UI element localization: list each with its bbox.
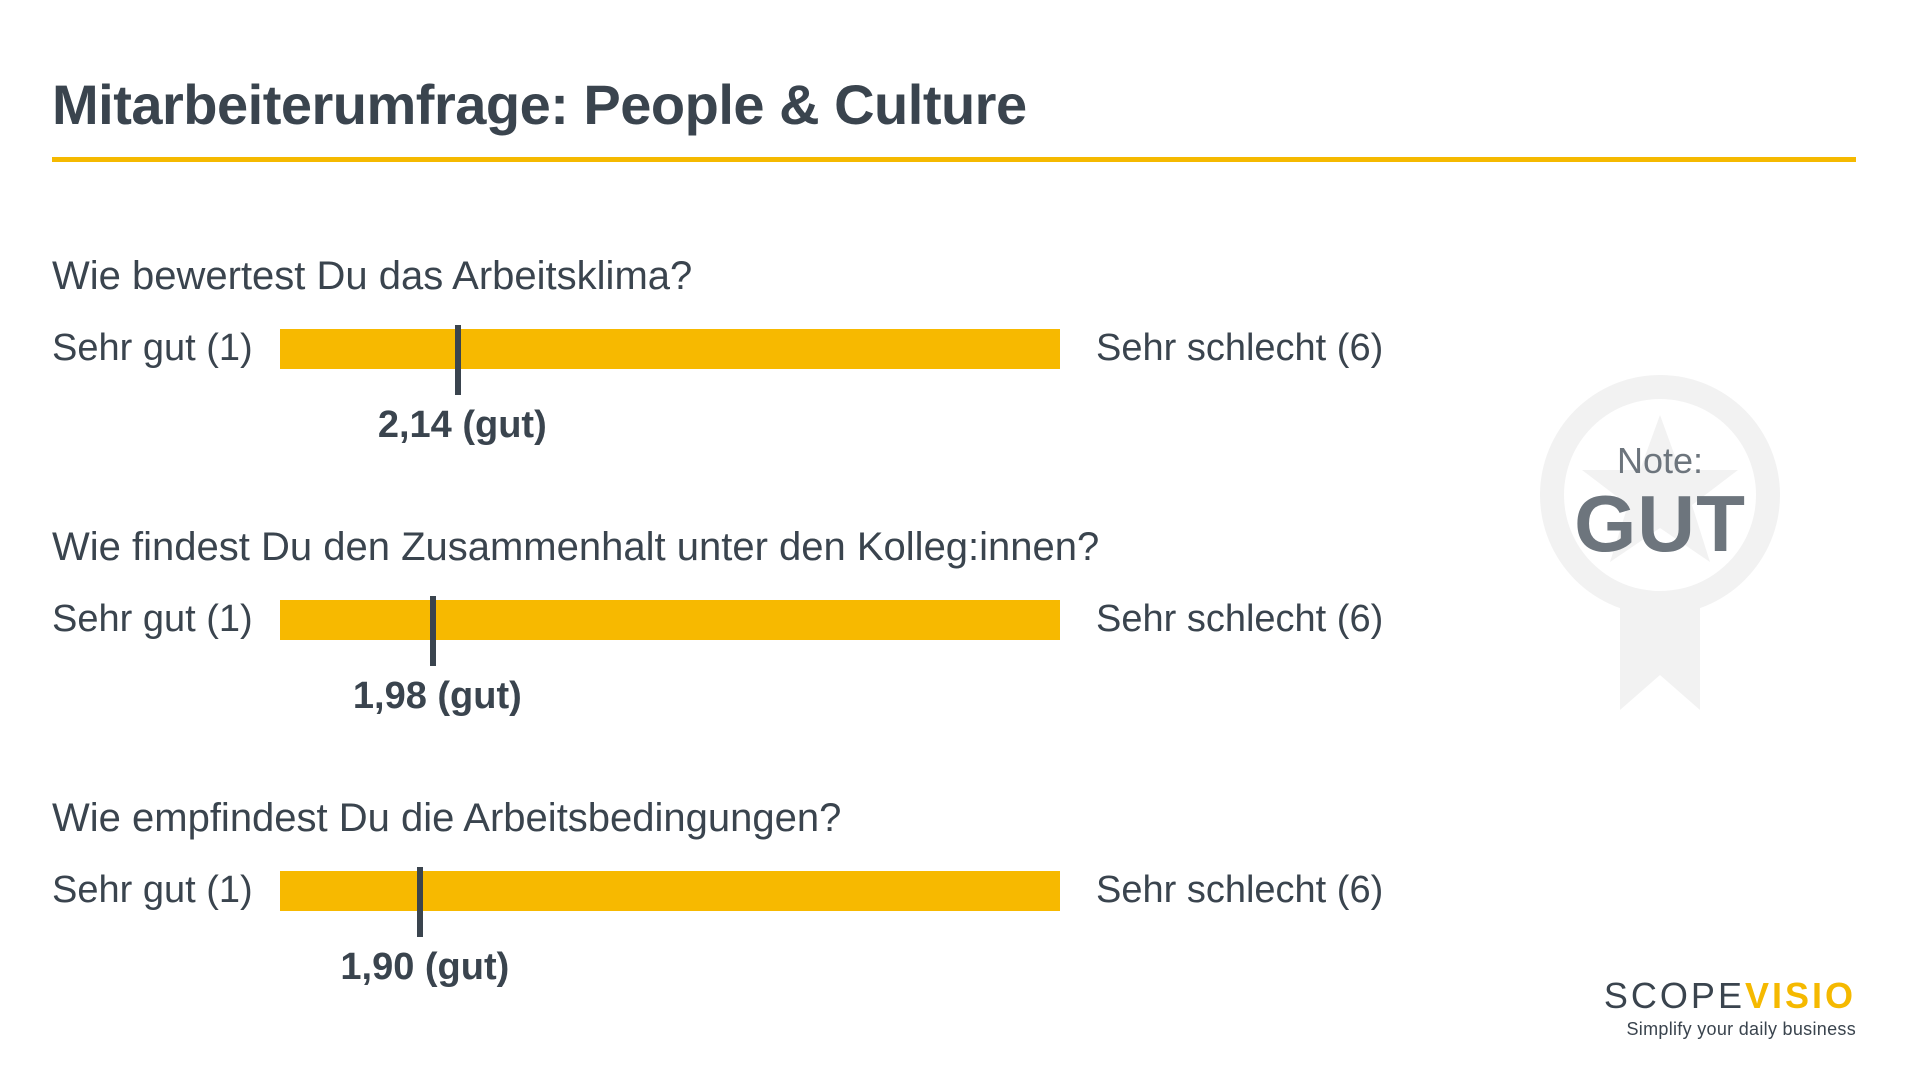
question-block: Wie empfindest Du die Arbeitsbedingungen… <box>52 796 1856 989</box>
brand-logo: SCOPEVISIO Simplify your daily business <box>1604 975 1856 1040</box>
scale-left-label: Sehr gut (1) <box>52 598 280 641</box>
bar-fill <box>280 329 1060 369</box>
scale-row: Sehr gut (1) Sehr schlecht (6) <box>52 869 1856 912</box>
scale-right-label: Sehr schlecht (6) <box>1096 598 1383 641</box>
bar-track <box>280 871 1060 911</box>
brand-logo-text: SCOPEVISIO <box>1604 975 1856 1017</box>
brand-plain: SCOPE <box>1604 975 1745 1016</box>
badge-note-label: Note: <box>1520 440 1800 482</box>
bar-marker <box>417 867 423 937</box>
slide-root: Mitarbeiterumfrage: People & Culture Wie… <box>0 0 1920 1080</box>
page-title: Mitarbeiterumfrage: People & Culture <box>52 72 1856 137</box>
scale-left-label: Sehr gut (1) <box>52 327 280 370</box>
grade-badge: Note: GUT <box>1520 360 1800 720</box>
bar-marker <box>455 325 461 395</box>
bar-fill <box>280 871 1060 911</box>
bar-track <box>280 329 1060 369</box>
question-text: Wie bewertest Du das Arbeitsklima? <box>52 254 1856 299</box>
badge-grade: GUT <box>1520 478 1800 570</box>
bar-fill <box>280 600 1060 640</box>
brand-accent: VISIO <box>1745 975 1856 1016</box>
bar-track <box>280 600 1060 640</box>
scale-left-label: Sehr gut (1) <box>52 869 280 912</box>
question-text: Wie empfindest Du die Arbeitsbedingungen… <box>52 796 1856 841</box>
scale-right-label: Sehr schlecht (6) <box>1096 869 1383 912</box>
scale-right-label: Sehr schlecht (6) <box>1096 327 1383 370</box>
bar-marker <box>430 596 436 666</box>
title-underline <box>52 157 1856 162</box>
brand-tagline: Simplify your daily business <box>1604 1019 1856 1040</box>
